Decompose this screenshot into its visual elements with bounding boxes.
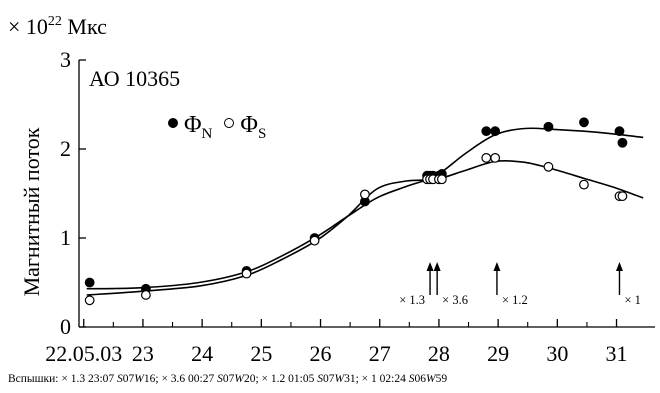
south-data-point	[140, 290, 151, 300]
flare-arrows: × 1.3 × 3.6 × 1.2 × 1	[399, 262, 641, 307]
north-data-point	[579, 117, 589, 128]
north-data-point	[84, 277, 95, 288]
x-tick-label: 23	[132, 341, 154, 366]
unit-prefix: × 10	[8, 14, 48, 39]
x-tick-label: 30	[546, 341, 568, 366]
y-axis-label: Магнитный поток	[19, 127, 44, 297]
x-tick-label: 31	[606, 341, 628, 366]
unit-suffix: Мкс	[61, 14, 107, 39]
series-curve-south	[86, 159, 644, 296]
footnote-entry: × 1.3 23:07 S07W16	[61, 373, 156, 385]
flare-arrow-head	[615, 262, 623, 271]
north-data-point	[481, 126, 492, 137]
x-tick-label: 27	[369, 341, 391, 366]
x-tick-label: 26	[310, 341, 332, 366]
x-tick-label: 28	[428, 341, 450, 366]
x-tick-label: 25	[250, 341, 272, 366]
x-tick-label: 24	[191, 341, 213, 366]
footnote-prefix: Вспышки:	[8, 373, 62, 385]
legend-south-main: Φ	[240, 112, 258, 138]
north-data-point	[490, 126, 501, 137]
open-circle-icon	[224, 118, 235, 128]
flare-label: × 1	[624, 293, 640, 307]
data-markers	[84, 117, 628, 306]
unit-exponent: 22	[47, 14, 62, 29]
footnote-entry: × 3.6 00:27 S07W20	[161, 373, 256, 385]
y-tick-label: 2	[60, 136, 71, 161]
active-region-label: АО 10365	[89, 66, 181, 91]
south-data-point	[436, 174, 447, 185]
legend: ΦN ΦS	[168, 112, 266, 143]
north-data-point	[617, 137, 628, 148]
legend-north-main: Φ	[184, 112, 202, 138]
south-data-point	[481, 152, 492, 163]
flares-footnote: Вспышки: × 1.3 23:07 S07W16; × 3.6 00:27…	[8, 373, 448, 385]
y-tick-label: 3	[60, 47, 71, 72]
y-tick-label: 0	[60, 314, 71, 339]
flare-label: × 1.2	[502, 293, 528, 307]
footnote-entry: × 1.2 01:05 S07W31	[261, 373, 356, 385]
legend-north-sub: N	[201, 125, 213, 142]
north-data-point	[543, 121, 554, 132]
flare-arrow-head	[433, 262, 441, 271]
flare-arrow-head	[426, 262, 434, 271]
y-unit-label: × 1022 Мкс	[8, 14, 107, 40]
y-tick-label: 1	[60, 225, 71, 250]
south-data-point	[617, 191, 628, 202]
south-data-point	[360, 189, 370, 200]
flare-label: × 1.3	[399, 293, 425, 307]
footnote-entry: × 1 02:24 S06W59	[361, 373, 448, 385]
south-data-point	[579, 179, 589, 190]
x-tick-label: 29	[487, 341, 509, 366]
series-curve-north	[86, 127, 644, 290]
south-data-point	[543, 161, 554, 172]
north-data-point	[614, 126, 625, 137]
south-data-point	[490, 152, 501, 163]
flare-label: × 3.6	[442, 293, 468, 307]
filled-circle-icon	[168, 118, 178, 128]
flare-arrow-head	[493, 262, 501, 271]
x-tick-label: 22.05.03	[45, 341, 122, 366]
fit-curves	[86, 127, 644, 296]
south-data-point	[241, 268, 252, 279]
legend-south-sub: S	[257, 125, 267, 142]
south-data-point	[84, 295, 95, 306]
south-data-point	[309, 235, 320, 246]
